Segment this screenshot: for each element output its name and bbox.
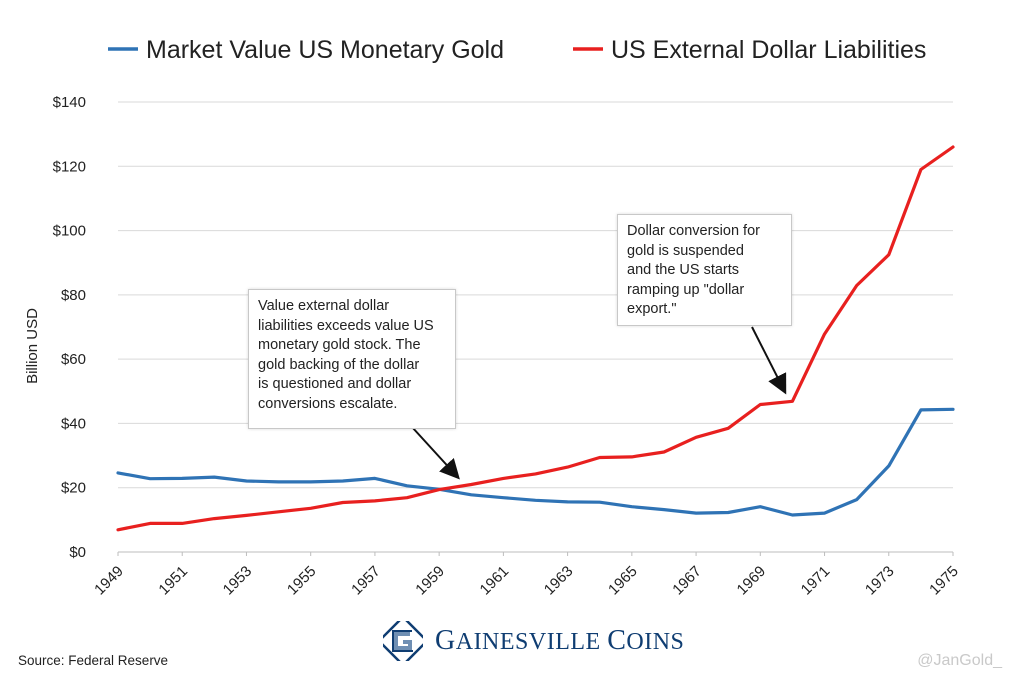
x-tick-label: 1949 [91, 563, 127, 599]
y-tick-label: $100 [53, 223, 86, 240]
x-tick-label: 1959 [412, 563, 448, 599]
legend-label: US External Dollar Liabilities [611, 36, 926, 64]
x-tick-label: 1953 [220, 563, 256, 599]
annotation-conversion-suspended-text: Dollar conversion for gold is suspended … [627, 223, 760, 317]
y-tick-label: $40 [61, 415, 86, 432]
annotation-conversion-suspended: Dollar conversion for gold is suspended … [617, 214, 792, 326]
x-tick-label: 1973 [862, 563, 898, 599]
annotation-gold-crossover-text: Value external dollar liabilities exceed… [258, 298, 434, 412]
y-tick-label: $140 [53, 94, 86, 111]
x-tick-label: 1951 [155, 563, 191, 599]
x-tick-label: 1975 [926, 563, 962, 599]
x-tick-label: 1969 [734, 563, 770, 599]
y-tick-label: $0 [69, 544, 86, 561]
brand-letter-g: G [435, 625, 456, 656]
legend-label: Market Value US Monetary Gold [146, 36, 504, 64]
y-tick-label: $60 [61, 351, 86, 368]
series-line-monetary-gold [116, 407, 955, 517]
brand-name: GAINESVILLE COINS [435, 625, 684, 657]
source-note: Source: Federal Reserve [18, 653, 169, 668]
y-tick-label: $80 [61, 287, 86, 304]
annotation-arrow [411, 426, 460, 480]
brand-letter-c: C [607, 625, 627, 656]
x-tick-label: 1971 [798, 563, 834, 599]
x-tick-label: 1961 [477, 563, 513, 599]
y-axis-label: Billion USD [24, 308, 41, 384]
legend: Market Value US Monetary Gold US External… [108, 36, 926, 64]
y-tick-label: $20 [61, 480, 86, 497]
gainesville-coins-logo-icon [383, 621, 423, 661]
x-axis: 1949 1951 1953 1955 1957 1959 1961 1963 1965 1967… [91, 552, 962, 598]
brand: GAINESVILLE COINS [383, 620, 684, 662]
x-tick-label: 1967 [669, 563, 705, 599]
x-tick-label: 1963 [541, 563, 577, 599]
x-tick-label: 1957 [348, 563, 384, 599]
annotation-gold-crossover: Value external dollar liabilities exceed… [248, 289, 456, 429]
series-lines [116, 145, 955, 532]
annotation-arrow [751, 326, 787, 395]
x-tick-label: 1965 [605, 563, 641, 599]
x-tick-label: 1955 [284, 563, 320, 599]
brand-word-2: OINS [626, 629, 685, 655]
annotation-arrows [411, 326, 787, 480]
series-line-external-liabilities [116, 145, 955, 532]
y-axis: $0 $20 $40 $60 $80 $100 $120 $140 [53, 94, 86, 561]
y-tick-label: $120 [53, 158, 86, 175]
brand-word-1: AINESVILLE [455, 629, 608, 655]
author-handle: @JanGold_ [917, 652, 1002, 669]
